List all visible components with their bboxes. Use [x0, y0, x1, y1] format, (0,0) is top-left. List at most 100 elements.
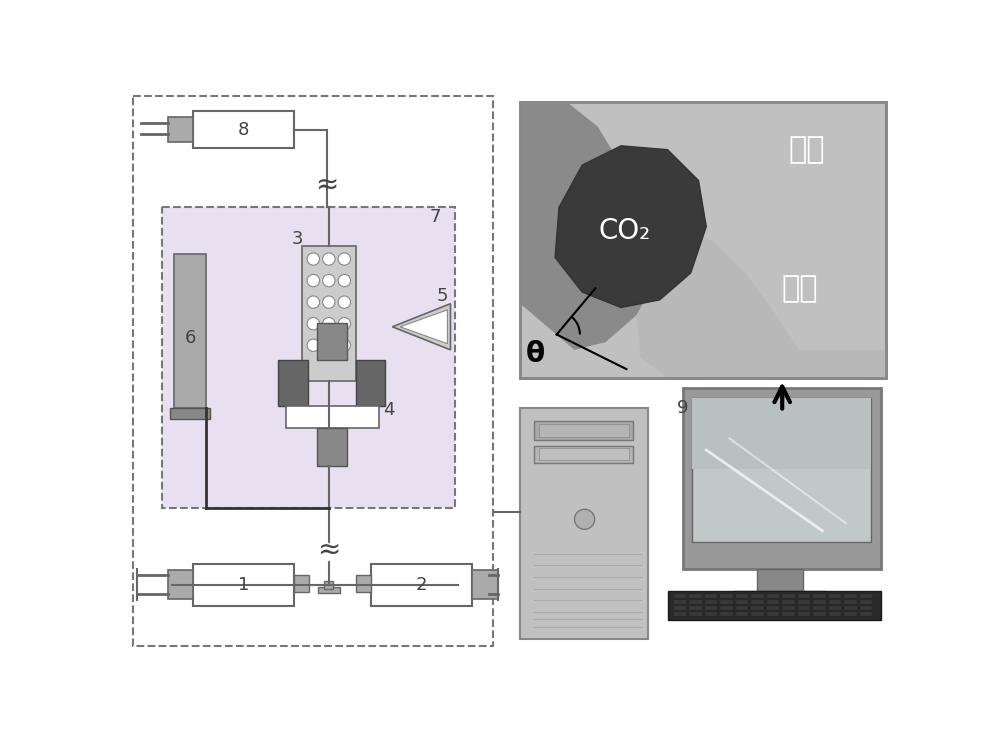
Bar	[170, 407, 210, 419]
Bar	[689, 600, 702, 604]
Bar	[674, 606, 686, 610]
Bar	[733, 591, 826, 605]
Bar	[356, 575, 371, 592]
Bar	[286, 406, 379, 428]
Bar	[720, 600, 733, 604]
Circle shape	[338, 339, 351, 352]
Bar	[705, 612, 717, 617]
Bar	[278, 360, 308, 406]
Bar	[767, 600, 779, 604]
Text: CO₂: CO₂	[599, 217, 651, 244]
Bar	[318, 587, 340, 593]
Bar	[174, 254, 206, 407]
Circle shape	[338, 318, 351, 330]
Bar	[534, 421, 633, 440]
Circle shape	[338, 296, 351, 308]
Bar	[782, 600, 795, 604]
Bar	[520, 102, 886, 377]
Circle shape	[338, 252, 351, 265]
Bar	[324, 581, 333, 589]
Circle shape	[307, 296, 320, 308]
Bar	[860, 600, 872, 604]
Bar	[751, 594, 764, 597]
Text: θ: θ	[525, 340, 545, 368]
Bar	[683, 388, 881, 570]
Bar	[539, 424, 629, 437]
Circle shape	[323, 275, 335, 287]
Bar	[668, 591, 881, 620]
Circle shape	[323, 318, 335, 330]
Text: 3: 3	[291, 230, 303, 248]
Bar	[168, 117, 193, 142]
Text: 盐水: 盐水	[781, 274, 818, 303]
Bar	[534, 446, 633, 463]
Bar	[162, 208, 455, 508]
Bar	[736, 606, 748, 610]
Bar	[782, 606, 795, 610]
Bar	[844, 612, 857, 617]
Circle shape	[323, 339, 335, 352]
Bar	[767, 612, 779, 617]
Bar	[705, 594, 717, 597]
Circle shape	[307, 318, 320, 330]
Bar	[813, 600, 826, 604]
Polygon shape	[637, 227, 886, 377]
Bar	[705, 606, 717, 610]
Bar	[371, 564, 472, 606]
Bar	[829, 606, 841, 610]
Polygon shape	[520, 102, 652, 350]
Bar	[674, 612, 686, 617]
Bar	[767, 606, 779, 610]
Bar	[844, 600, 857, 604]
Bar	[860, 612, 872, 617]
Circle shape	[338, 275, 351, 287]
Bar	[736, 612, 748, 617]
Text: 5: 5	[437, 287, 448, 305]
Bar	[720, 612, 733, 617]
Bar	[689, 612, 702, 617]
Bar	[692, 398, 871, 542]
Polygon shape	[400, 310, 447, 344]
Polygon shape	[392, 304, 450, 350]
Bar	[798, 612, 810, 617]
Bar	[520, 407, 648, 639]
Text: 4: 4	[383, 401, 394, 419]
Text: 6: 6	[185, 330, 197, 347]
Bar	[689, 606, 702, 610]
Bar	[798, 600, 810, 604]
Bar	[813, 612, 826, 617]
Polygon shape	[555, 146, 706, 308]
Text: 8: 8	[238, 120, 249, 139]
Bar	[860, 606, 872, 610]
Circle shape	[574, 509, 595, 529]
Text: 岩芯: 岩芯	[789, 135, 825, 164]
Bar	[674, 600, 686, 604]
Bar	[689, 594, 702, 597]
Bar	[294, 575, 309, 592]
Bar	[767, 594, 779, 597]
Bar	[705, 600, 717, 604]
Bar	[844, 606, 857, 610]
Bar	[751, 606, 764, 610]
Bar	[757, 570, 803, 592]
Bar	[520, 102, 886, 377]
Bar	[798, 606, 810, 610]
Bar	[168, 570, 193, 600]
Bar	[692, 398, 871, 469]
Bar	[720, 594, 733, 597]
Circle shape	[307, 275, 320, 287]
Bar	[302, 246, 356, 381]
Bar	[720, 606, 733, 610]
Bar	[829, 594, 841, 597]
Bar	[782, 612, 795, 617]
Circle shape	[323, 296, 335, 308]
Text: ≈: ≈	[317, 536, 340, 564]
Bar	[813, 594, 826, 597]
Text: 1: 1	[238, 575, 249, 594]
Bar	[751, 600, 764, 604]
Bar	[860, 594, 872, 597]
Bar	[751, 612, 764, 617]
Bar	[317, 323, 347, 360]
Bar	[813, 606, 826, 610]
Bar	[829, 612, 841, 617]
